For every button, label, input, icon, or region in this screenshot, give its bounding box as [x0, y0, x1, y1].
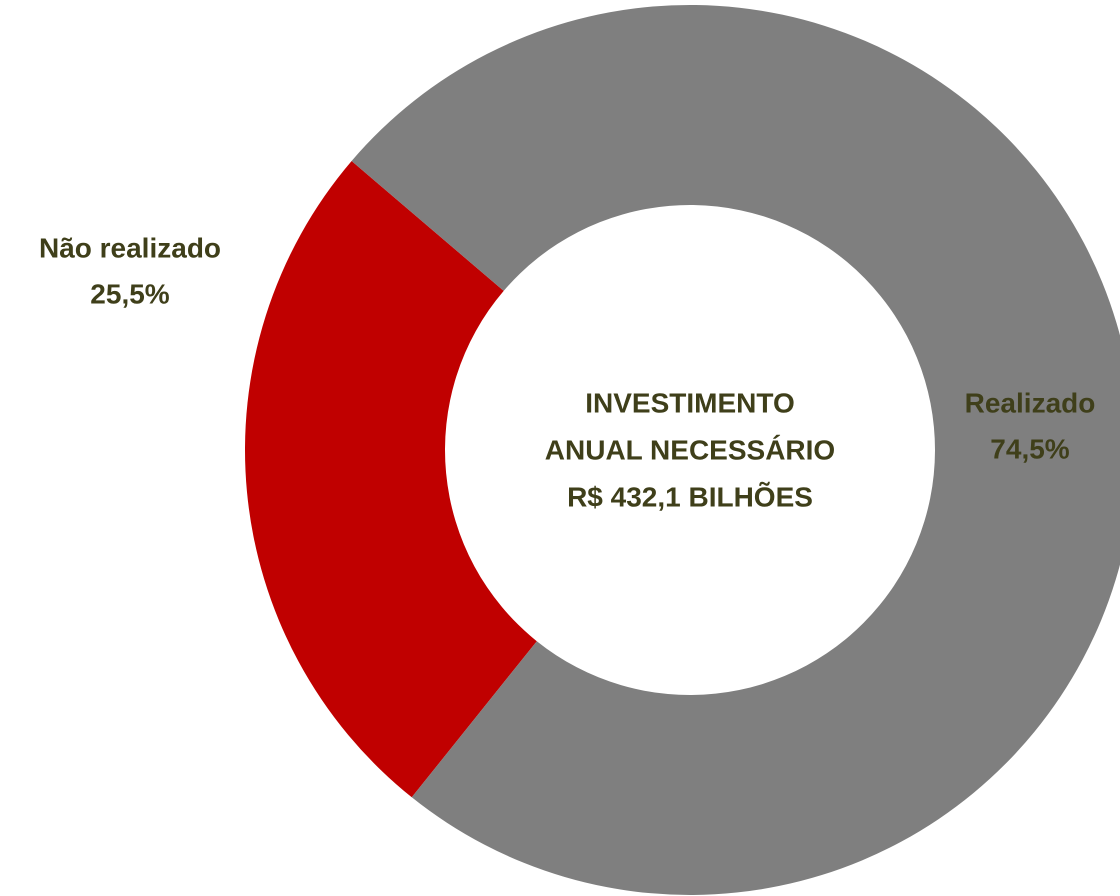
center-text: R$ 432,1 BILHÕES	[567, 481, 813, 512]
donut-slice	[351, 5, 1120, 895]
value-label: 74,5%	[990, 433, 1069, 464]
value-label: 25,5%	[90, 278, 169, 309]
slice-label: Realizado	[965, 387, 1096, 418]
donut-slice	[245, 160, 537, 798]
center-text: ANUAL NECESSÁRIO	[545, 434, 835, 465]
center-text: INVESTIMENTO	[585, 387, 795, 418]
slice-label: Não realizado	[39, 232, 221, 263]
